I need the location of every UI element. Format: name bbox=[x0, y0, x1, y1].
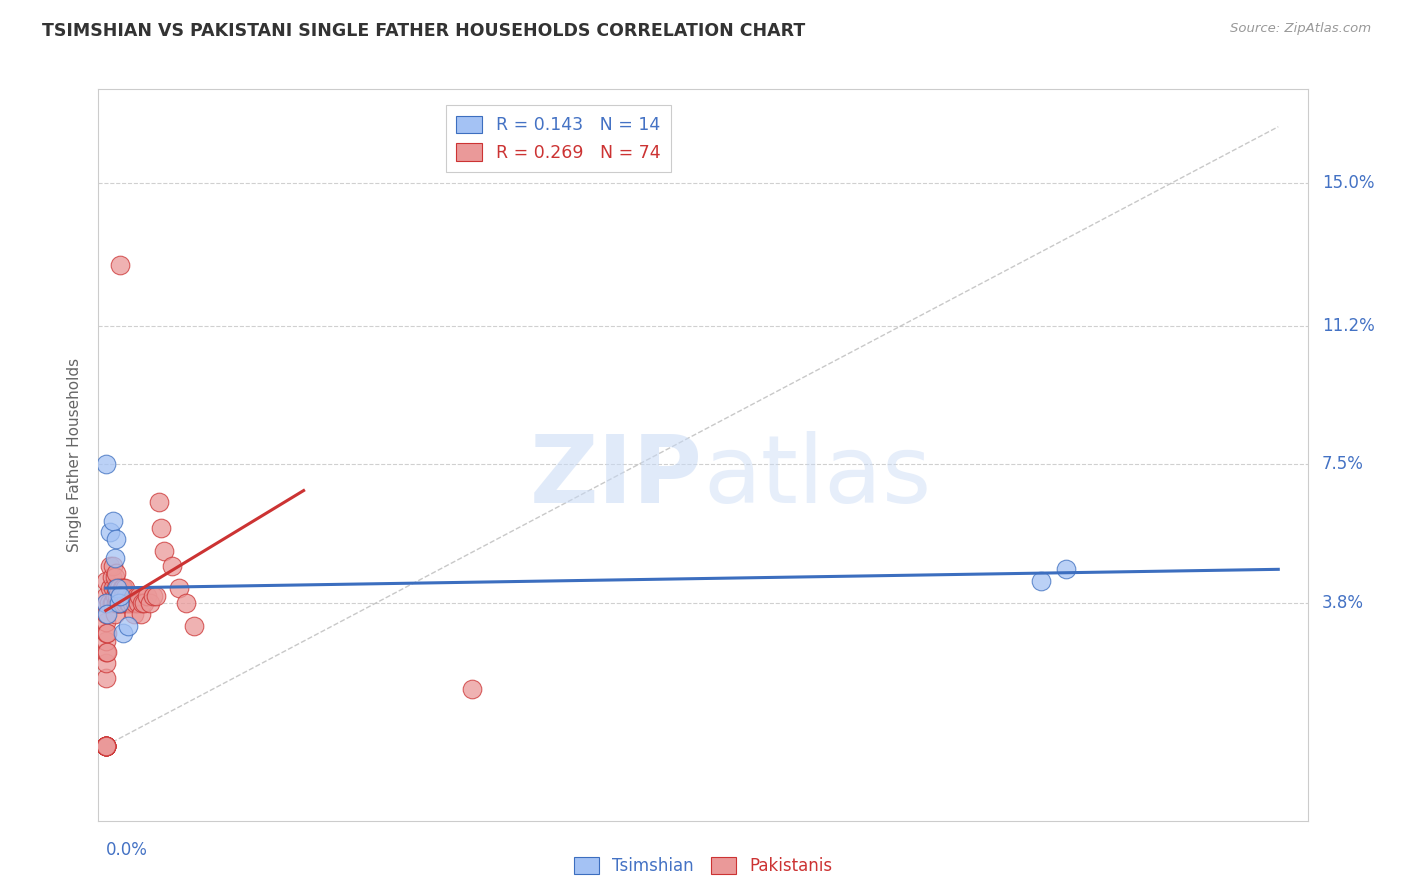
Text: atlas: atlas bbox=[703, 431, 931, 523]
Point bbox=[96, 607, 118, 622]
Point bbox=[94, 739, 117, 753]
Text: 11.2%: 11.2% bbox=[1322, 317, 1375, 334]
Point bbox=[105, 566, 128, 580]
Point bbox=[94, 607, 117, 622]
Point bbox=[100, 570, 122, 584]
Point bbox=[128, 589, 150, 603]
Point bbox=[110, 596, 132, 610]
Point bbox=[115, 589, 138, 603]
Point bbox=[111, 596, 134, 610]
Point bbox=[103, 570, 125, 584]
Point bbox=[94, 739, 117, 753]
Point bbox=[103, 607, 125, 622]
Text: ZIP: ZIP bbox=[530, 431, 703, 523]
Point bbox=[110, 589, 132, 603]
Point bbox=[138, 596, 160, 610]
Point bbox=[97, 596, 120, 610]
Point bbox=[176, 596, 198, 610]
Point bbox=[105, 596, 128, 610]
Point bbox=[114, 596, 136, 610]
Point bbox=[103, 551, 125, 566]
Point bbox=[132, 596, 155, 610]
Point bbox=[112, 626, 135, 640]
Point bbox=[145, 589, 167, 603]
Point bbox=[94, 739, 117, 753]
Point bbox=[142, 589, 165, 603]
Point bbox=[150, 521, 173, 535]
Point bbox=[108, 596, 131, 610]
Point bbox=[94, 633, 117, 648]
Point bbox=[108, 581, 131, 595]
Point bbox=[160, 558, 183, 573]
Point bbox=[101, 514, 124, 528]
Point bbox=[94, 574, 117, 588]
Point bbox=[94, 615, 117, 629]
Point bbox=[94, 739, 117, 753]
Point bbox=[105, 581, 128, 595]
Text: Source: ZipAtlas.com: Source: ZipAtlas.com bbox=[1230, 22, 1371, 36]
Point bbox=[1029, 574, 1052, 588]
Point bbox=[125, 589, 148, 603]
Point bbox=[98, 524, 121, 539]
Point bbox=[94, 739, 117, 753]
Text: TSIMSHIAN VS PAKISTANI SINGLE FATHER HOUSEHOLDS CORRELATION CHART: TSIMSHIAN VS PAKISTANI SINGLE FATHER HOU… bbox=[42, 22, 806, 40]
Point bbox=[94, 645, 117, 659]
Point bbox=[98, 558, 121, 573]
Point bbox=[167, 581, 190, 595]
Point bbox=[112, 581, 135, 595]
Point bbox=[124, 596, 146, 610]
Point bbox=[107, 589, 129, 603]
Point bbox=[108, 596, 131, 610]
Point bbox=[117, 618, 139, 632]
Point bbox=[131, 596, 153, 610]
Point bbox=[94, 739, 117, 753]
Point bbox=[1054, 562, 1077, 576]
Point bbox=[101, 558, 124, 573]
Text: 7.5%: 7.5% bbox=[1322, 455, 1364, 474]
Point bbox=[103, 589, 125, 603]
Point bbox=[94, 458, 117, 472]
Point bbox=[94, 739, 117, 753]
Point bbox=[461, 682, 484, 697]
Point bbox=[94, 739, 117, 753]
Point bbox=[98, 581, 121, 595]
Point bbox=[121, 596, 143, 610]
Point bbox=[110, 589, 132, 603]
Legend: Tsimshian, Pakistanis: Tsimshian, Pakistanis bbox=[567, 850, 839, 882]
Point bbox=[153, 543, 176, 558]
Point bbox=[94, 671, 117, 685]
Point bbox=[107, 581, 129, 595]
Point bbox=[101, 581, 124, 595]
Y-axis label: Single Father Households: Single Father Households bbox=[67, 358, 83, 552]
Point bbox=[111, 581, 134, 595]
Point bbox=[117, 596, 139, 610]
Point bbox=[118, 596, 141, 610]
Point bbox=[101, 596, 124, 610]
Point bbox=[96, 645, 118, 659]
Point bbox=[122, 607, 145, 622]
Point bbox=[94, 739, 117, 753]
Point bbox=[148, 495, 170, 509]
Point bbox=[94, 739, 117, 753]
Point bbox=[183, 618, 205, 632]
Point bbox=[100, 596, 122, 610]
Point bbox=[96, 626, 118, 640]
Point bbox=[94, 596, 117, 610]
Point bbox=[114, 581, 136, 595]
Text: 3.8%: 3.8% bbox=[1322, 594, 1364, 612]
Point bbox=[112, 589, 135, 603]
Text: 0.0%: 0.0% bbox=[105, 841, 148, 859]
Text: 15.0%: 15.0% bbox=[1322, 174, 1375, 192]
Point bbox=[94, 656, 117, 670]
Point bbox=[107, 596, 129, 610]
Point bbox=[110, 259, 132, 273]
Point bbox=[120, 589, 142, 603]
Point bbox=[94, 589, 117, 603]
Point bbox=[135, 589, 157, 603]
Point bbox=[94, 626, 117, 640]
Point bbox=[127, 596, 149, 610]
Point bbox=[94, 596, 117, 610]
Point bbox=[129, 607, 152, 622]
Point bbox=[105, 533, 128, 547]
